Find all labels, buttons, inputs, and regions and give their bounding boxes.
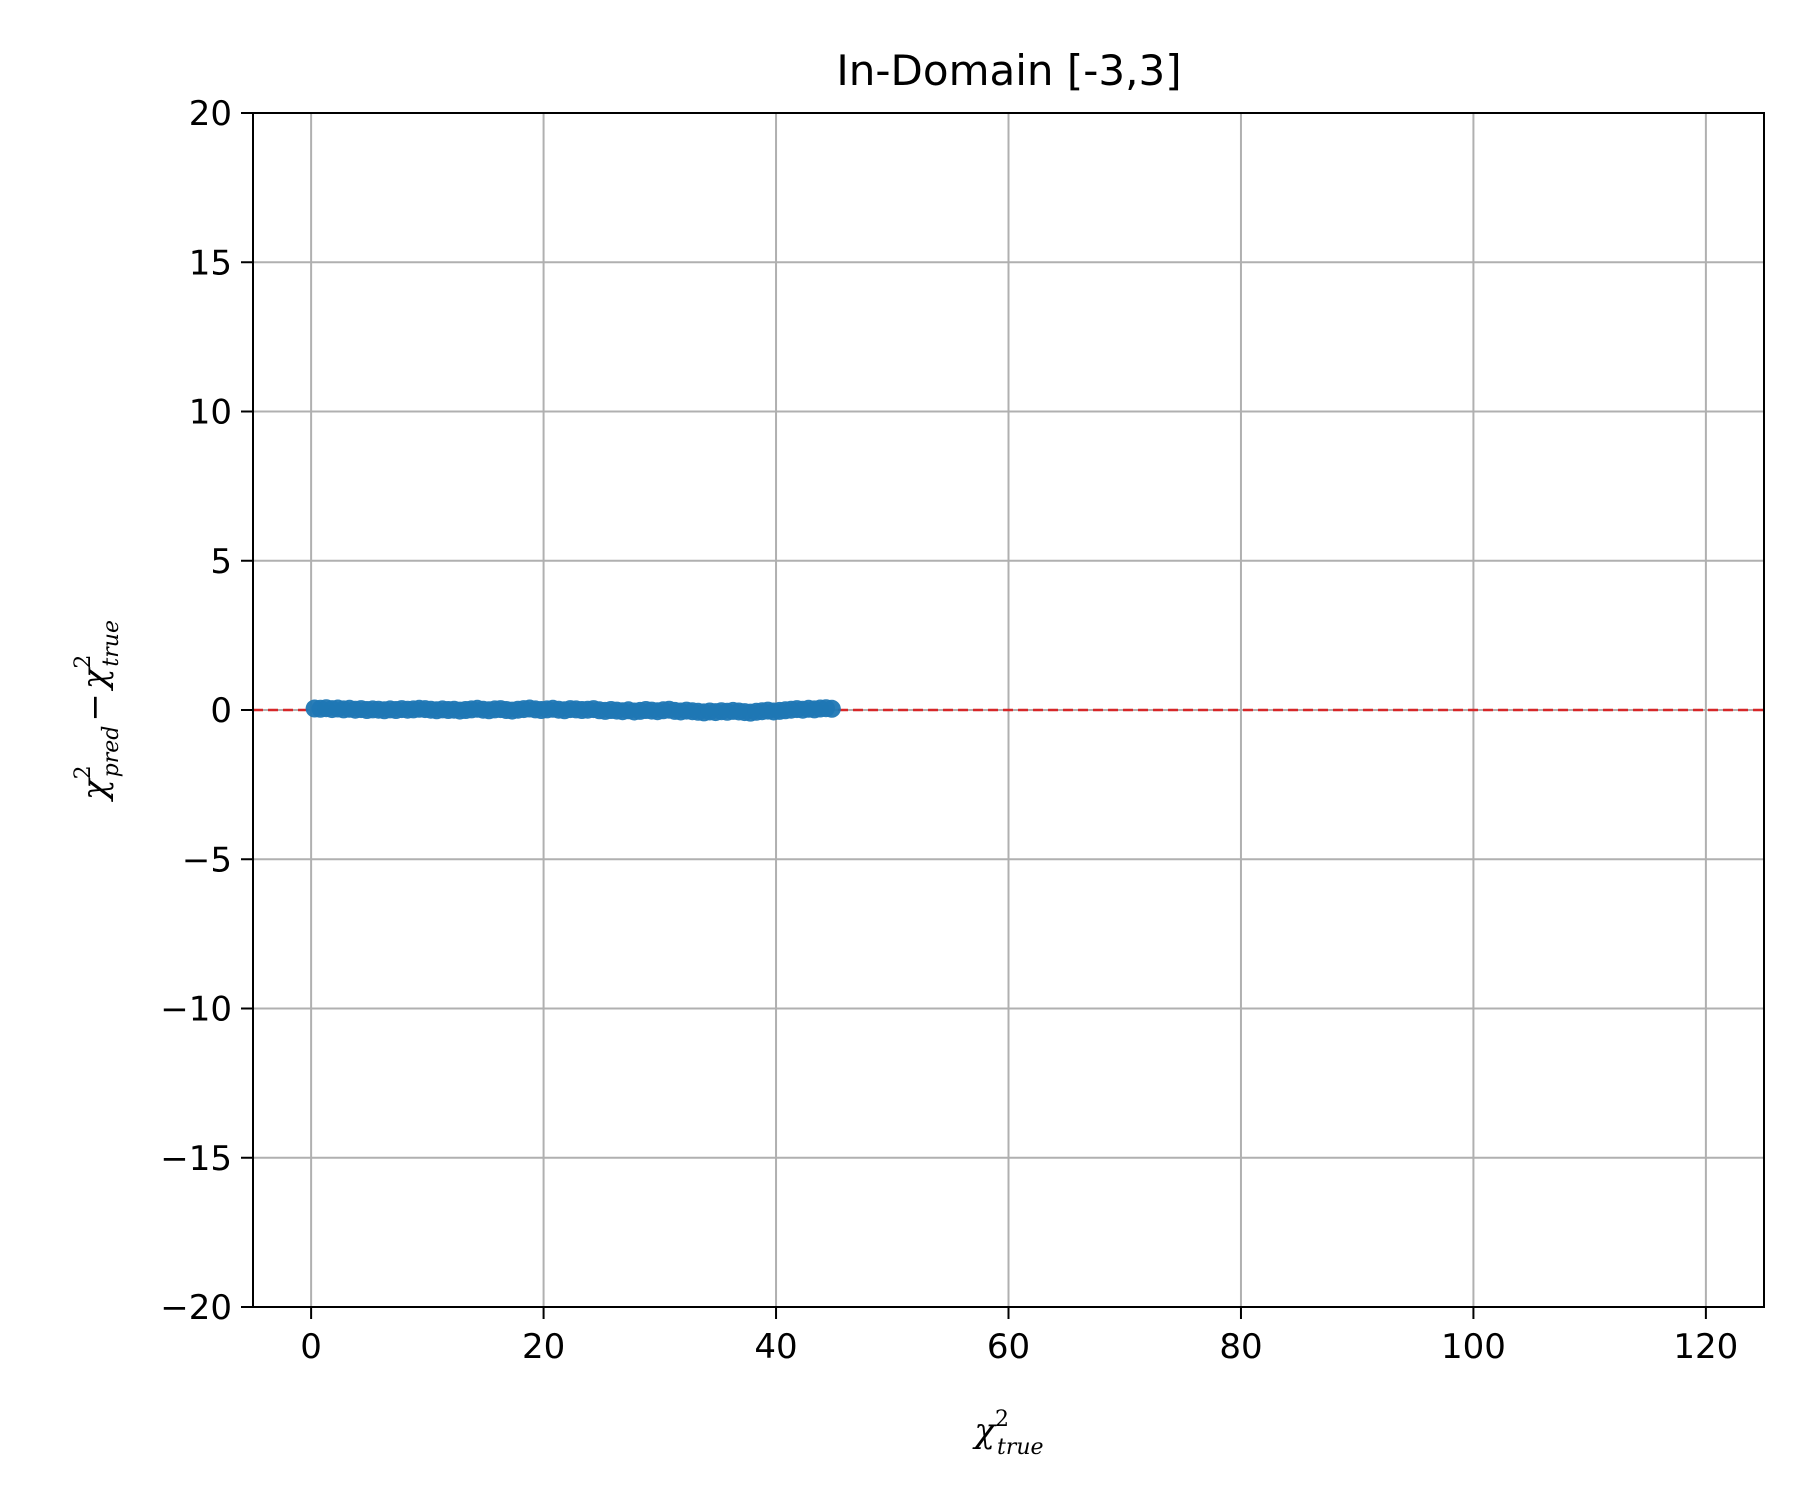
- y-tick-label: −20: [160, 1288, 232, 1328]
- y-label-b-sub: true: [99, 620, 124, 667]
- y-axis-ticks: −20 −15 −10 −5 0 5 10 15 20: [160, 94, 253, 1328]
- x-axis-ticks: 0 20 40 60 80 100 120: [300, 1307, 1738, 1367]
- y-label-b-base: χ: [75, 666, 115, 691]
- y-tick-label: 0: [210, 691, 232, 731]
- y-tick-label: −15: [160, 1139, 232, 1179]
- x-label-sup: 2: [995, 1407, 1009, 1432]
- x-tick-label: 120: [1673, 1327, 1738, 1367]
- y-label-b-sup: 2: [71, 655, 96, 669]
- y-tick-label: 20: [189, 94, 232, 134]
- y-tick-label: −10: [160, 990, 232, 1030]
- x-tick-label: 40: [754, 1327, 797, 1367]
- y-tick-label: −5: [182, 840, 232, 880]
- x-label-base: χ: [972, 1411, 997, 1451]
- y-label-op: −: [75, 693, 115, 722]
- x-tick-label: 80: [1219, 1327, 1262, 1367]
- chart-title: In-Domain [-3,3]: [836, 46, 1181, 95]
- data-point: [822, 699, 841, 718]
- scatter-points: [305, 699, 841, 722]
- x-label-sub: true: [997, 1435, 1044, 1460]
- y-axis-label: χ2 pred−χ2 true: [71, 620, 124, 802]
- x-tick-label: 100: [1441, 1327, 1506, 1367]
- y-label-a-sub: pred: [99, 726, 124, 778]
- y-tick-label: 5: [210, 542, 232, 582]
- y-label-a-base: χ: [75, 777, 115, 802]
- x-tick-label: 20: [522, 1327, 565, 1367]
- y-tick-label: 15: [189, 243, 232, 283]
- y-tick-label: 10: [189, 393, 232, 433]
- y-label-a-sup: 2: [71, 765, 96, 779]
- x-axis-label: χ2 true: [972, 1407, 1043, 1460]
- x-tick-label: 60: [987, 1327, 1030, 1367]
- x-tick-label: 0: [300, 1327, 322, 1367]
